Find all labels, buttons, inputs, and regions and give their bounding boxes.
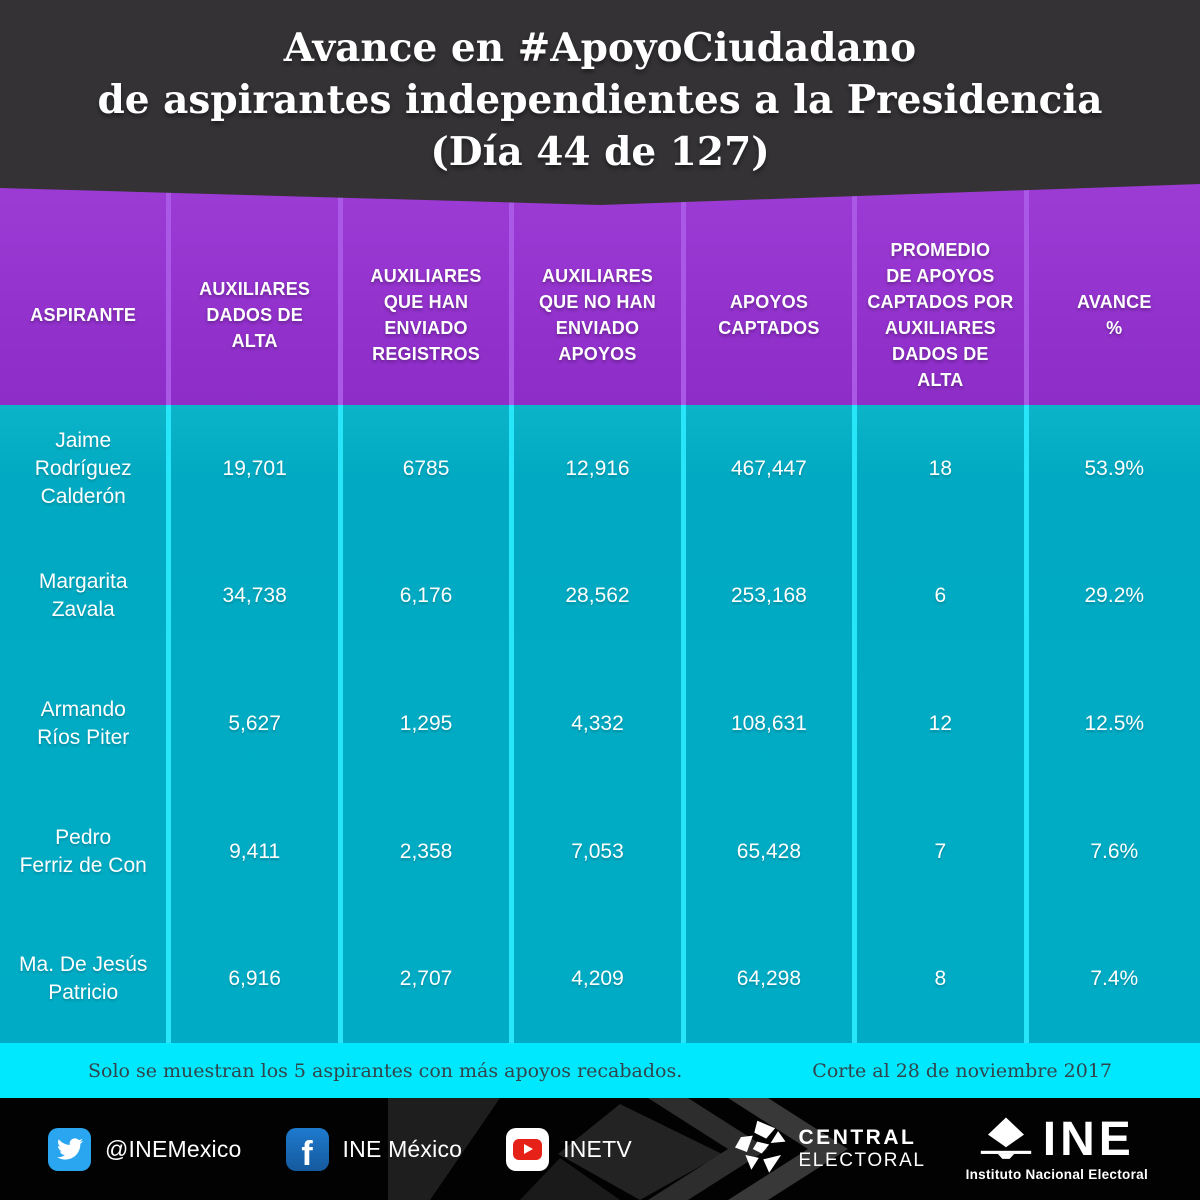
table-cell: 7.4% — [1090, 967, 1139, 991]
table-cell: 29.2% — [1084, 584, 1145, 608]
table-cell: 2,707 — [343, 915, 515, 1043]
page-title-line2: de aspirantes independientes a la Presid… — [97, 77, 1103, 123]
column-header-label: APOYOS CAPTADOS — [718, 292, 820, 338]
table-cell: 7,053 — [514, 787, 686, 916]
candidate-name: Ma. De Jesús Patricio — [0, 915, 172, 1043]
column-header-auxiliares-no-han-enviado: AUXILIARES QUE NO HAN ENVIADO APOYOS — [514, 183, 686, 405]
table-cell: 12 — [857, 660, 1029, 788]
ine-wordmark: INE — [1042, 1112, 1135, 1166]
table-cell: 12.5% — [1084, 711, 1145, 735]
table-cell: 65,428 — [686, 787, 858, 916]
column-header-label: ASPIRANTE — [30, 305, 137, 325]
candidate-name: Margarita Zavala — [0, 532, 172, 661]
table-cell: 108,631 — [686, 660, 858, 788]
table-cell: 7 — [857, 787, 1029, 916]
facebook-f-glyph: f — [301, 1134, 313, 1173]
table-cell: 28,562 — [514, 532, 686, 661]
table-cell: 8 — [857, 915, 1029, 1043]
table-cell: 1,295 — [343, 660, 515, 788]
table-cell: 6,176 — [343, 532, 515, 661]
column-header-aspirante: ASPIRANTE — [0, 183, 172, 405]
youtube-icon — [506, 1127, 550, 1171]
social-links: @INEMexico f INE México INETV — [48, 1098, 632, 1200]
column-header-promedio: PROMEDIO DE APOYOS CAPTADOS POR AUXILIAR… — [857, 183, 1029, 405]
column-header-label: AUXILIARES QUE NO HAN ENVIADO APOYOS — [538, 266, 656, 364]
table-body: Jaime Rodríguez Calderón 19,701 6785 12,… — [0, 405, 1200, 1043]
column-header-label: AUXILIARES DADOS DE ALTA — [199, 279, 311, 351]
table-header-row: ASPIRANTE AUXILIARES DADOS DE ALTA AUXIL… — [0, 183, 1200, 405]
page-title-line3: (Día 44 de 127) — [430, 129, 770, 175]
brand-logos: CENTRAL ELECTORAL INE Instituto Nacional… — [734, 1098, 1148, 1200]
table-cell: 19,701 — [171, 405, 343, 533]
ine-logo: INE Instituto Nacional Electoral — [965, 1112, 1148, 1182]
table-cell: 53.9% — [1084, 456, 1145, 480]
column-header-avance: AVANCE % — [1029, 183, 1200, 405]
table-cell: 7.6% — [1090, 839, 1139, 863]
table-cell: 12,916 — [514, 405, 686, 533]
central-electoral-shattered-diamond-icon — [734, 1120, 786, 1173]
ine-ballot-diamond-icon — [980, 1117, 1031, 1159]
central-electoral-wordmark: CENTRAL ELECTORAL — [799, 1126, 926, 1172]
page-title-line1: Avance en #ApoyoCiudadano — [283, 25, 917, 71]
table-cell: 6,916 — [171, 915, 343, 1043]
column-header-label: PROMEDIO DE APOYOS CAPTADOS POR AUXILIAR… — [867, 240, 1014, 390]
table-cell: 34,738 — [171, 532, 343, 661]
table-cell: 9,411 — [171, 787, 343, 916]
footer-geometric-pattern — [388, 1098, 848, 1200]
table-cell: 18 — [857, 405, 1029, 533]
table-cell: 467,447 — [686, 405, 858, 533]
footnote-text: Solo se muestran los 5 aspirantes con má… — [88, 1059, 683, 1082]
facebook-icon: f — [285, 1127, 329, 1173]
table-cell: 6 — [857, 532, 1029, 661]
footer: @INEMexico f INE México INETV — [0, 1098, 1200, 1200]
social-link-facebook[interactable]: f INE México — [285, 1127, 463, 1173]
youtube-name: INETV — [563, 1135, 632, 1162]
column-header-auxiliares-dados-de-alta: AUXILIARES DADOS DE ALTA — [171, 183, 343, 405]
table-cell: 2,358 — [343, 787, 515, 916]
youtube-play-icon — [513, 1138, 543, 1160]
social-link-twitter[interactable]: @INEMexico — [48, 1127, 242, 1171]
note-band: Solo se muestran los 5 aspirantes con má… — [0, 1043, 1200, 1098]
electoral-word: ELECTORAL — [798, 1150, 926, 1171]
column-header-label: AVANCE % — [1077, 292, 1152, 338]
table-cell: 6785 — [343, 405, 515, 533]
facebook-name: INE México — [342, 1135, 463, 1162]
ine-subtitle: Instituto Nacional Electoral — [965, 1166, 1148, 1182]
central-electoral-logo: CENTRAL ELECTORAL — [734, 1118, 926, 1180]
twitter-icon — [48, 1127, 91, 1171]
central-word: CENTRAL — [798, 1126, 917, 1149]
table-cell: 4,209 — [514, 915, 686, 1043]
column-header-label: AUXILIARES QUE HAN ENVIADO REGISTROS — [370, 266, 482, 364]
social-link-youtube[interactable]: INETV — [506, 1127, 632, 1171]
table-cell: 5,627 — [171, 660, 343, 788]
candidate-name: Armando Ríos Piter — [0, 660, 172, 788]
table-cell: 253,168 — [686, 532, 858, 661]
column-header-auxiliares-han-enviado: AUXILIARES QUE HAN ENVIADO REGISTROS — [343, 183, 515, 405]
title-band: Avance en #ApoyoCiudadano de aspirantes … — [0, 0, 1200, 205]
table-cell: 64,298 — [686, 915, 858, 1043]
twitter-handle: @INEMexico — [105, 1135, 242, 1162]
candidate-name: Pedro Ferriz de Con — [0, 787, 172, 916]
cutoff-date-text: Corte al 28 de noviembre 2017 — [812, 1059, 1112, 1082]
table-cell: 4,332 — [514, 660, 686, 788]
column-header-apoyos-captados: APOYOS CAPTADOS — [686, 183, 858, 405]
candidate-name: Jaime Rodríguez Calderón — [0, 405, 172, 533]
